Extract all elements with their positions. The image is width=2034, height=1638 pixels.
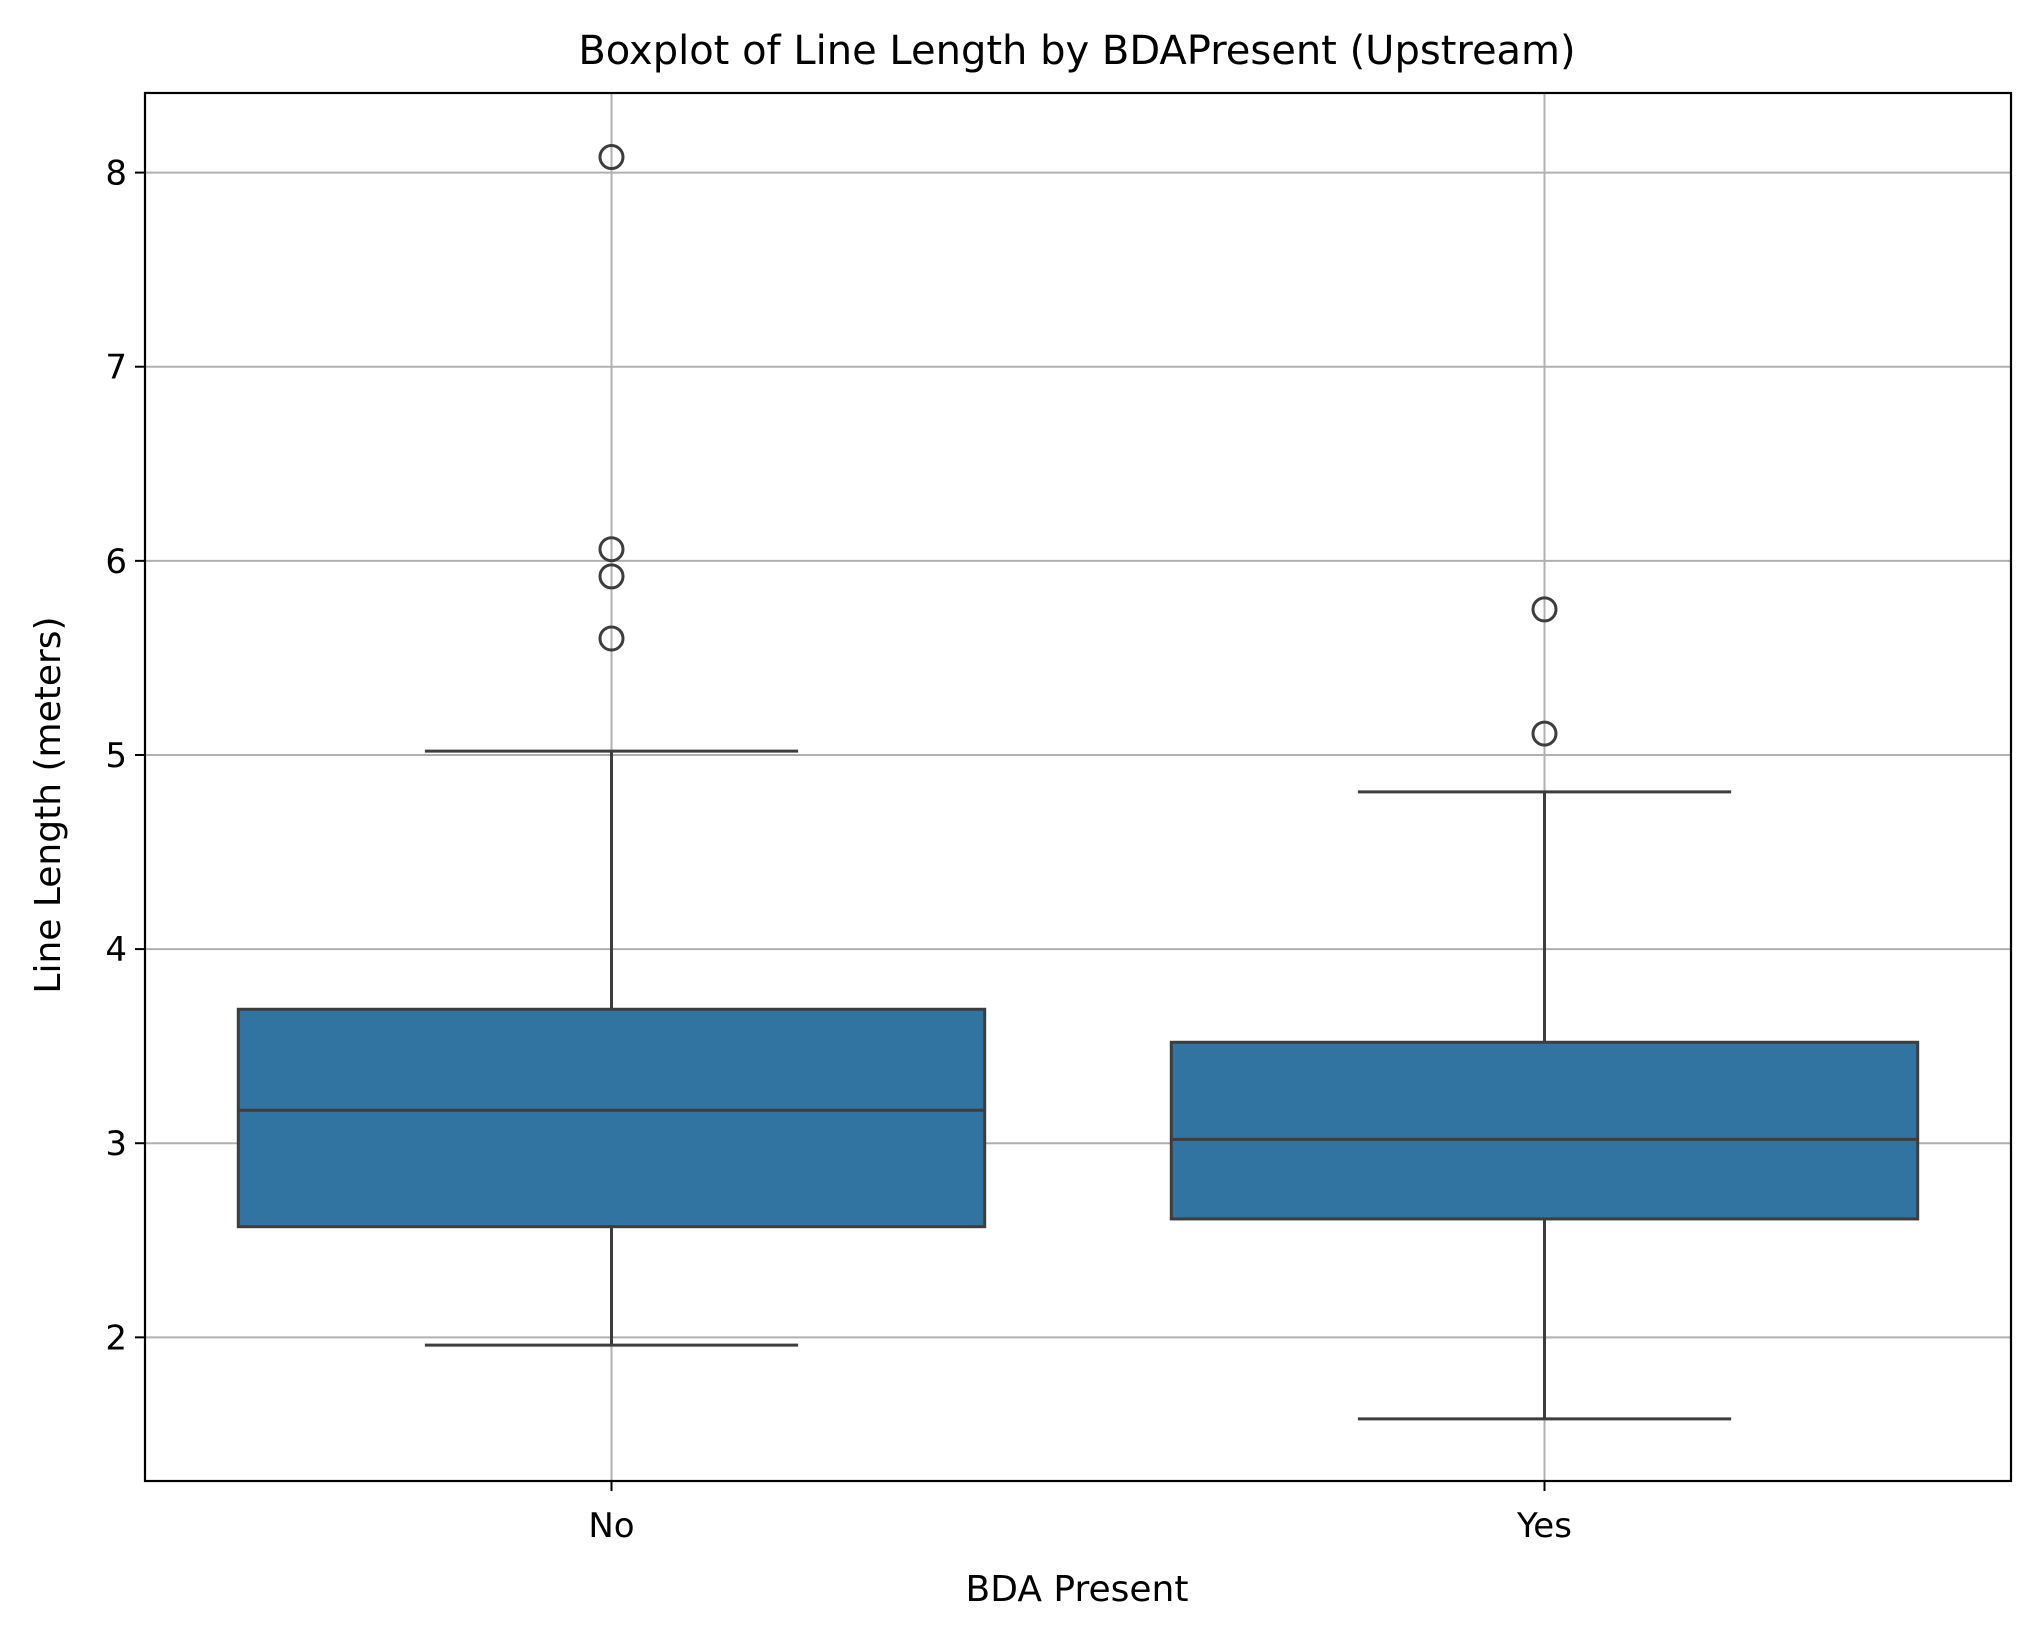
y-tick-label: 7 (105, 348, 127, 388)
outlier-point (598, 144, 625, 171)
y-tick-label: 3 (105, 1124, 127, 1164)
y-tick-label: 2 (105, 1318, 127, 1358)
x-tick-label: Yes (1516, 1506, 1572, 1546)
outlier-point (598, 536, 625, 563)
y-tick-label: 5 (105, 736, 127, 776)
box-iqr (1169, 1040, 1920, 1221)
x-axis-label: BDA Present (966, 1569, 1189, 1610)
box-iqr (236, 1007, 987, 1229)
x-tick-label: No (588, 1506, 634, 1546)
outlier-point (598, 625, 625, 652)
box-group-yes (1169, 596, 1920, 1421)
axis-ticks: 2 3 4 5 6 7 8 No Yes (105, 154, 1572, 1546)
plot-frame (143, 91, 2013, 1483)
outlier-point (598, 563, 625, 590)
chart-title: Boxplot of Line Length by BDAPresent (Up… (578, 28, 1575, 74)
y-tick-label: 6 (105, 542, 127, 582)
outlier-point (1531, 720, 1558, 747)
boxes (236, 144, 1920, 1421)
y-tick-label: 8 (105, 154, 127, 194)
box-group-no (236, 144, 987, 1347)
y-tick-label: 4 (105, 930, 127, 970)
y-axis-label: Line Length (meters) (28, 616, 69, 993)
outlier-point (1531, 596, 1558, 623)
